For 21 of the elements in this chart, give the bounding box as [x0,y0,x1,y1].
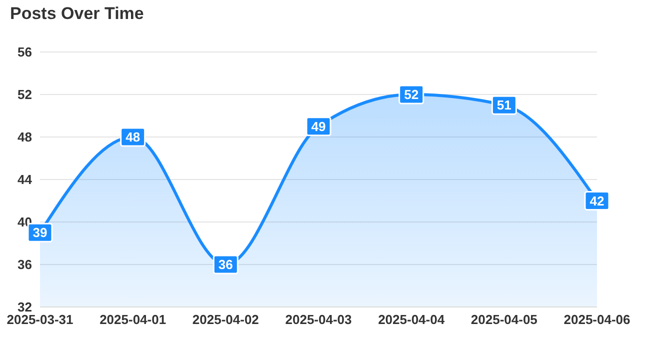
x-tick-label: 2025-03-31 [6,312,74,328]
x-tick-label: 2025-04-04 [378,312,446,328]
data-label: 39 [32,225,48,240]
data-label: 42 [590,193,604,208]
y-tick-label: 52 [18,87,32,102]
y-tick-label: 44 [18,172,33,188]
data-label: 48 [126,130,140,144]
chart-title: Posts Over Time [10,4,144,24]
y-tick-label: 56 [18,44,32,60]
x-tick-label: 2025-04-02 [192,312,259,328]
x-tick-label: 2025-04-01 [100,312,166,328]
x-tick-label: 2025-04-06 [564,312,630,328]
data-label: 49 [311,118,326,134]
y-tick-label: 32 [18,300,32,315]
y-tick-label: 36 [18,257,32,272]
data-label: 36 [218,257,233,272]
data-label: 51 [496,98,512,113]
data-label: 52 [404,87,419,102]
y-tick-label: 48 [18,130,32,145]
x-tick-label: 2025-04-05 [470,312,538,328]
x-tick-label: 2025-04-03 [285,312,352,328]
